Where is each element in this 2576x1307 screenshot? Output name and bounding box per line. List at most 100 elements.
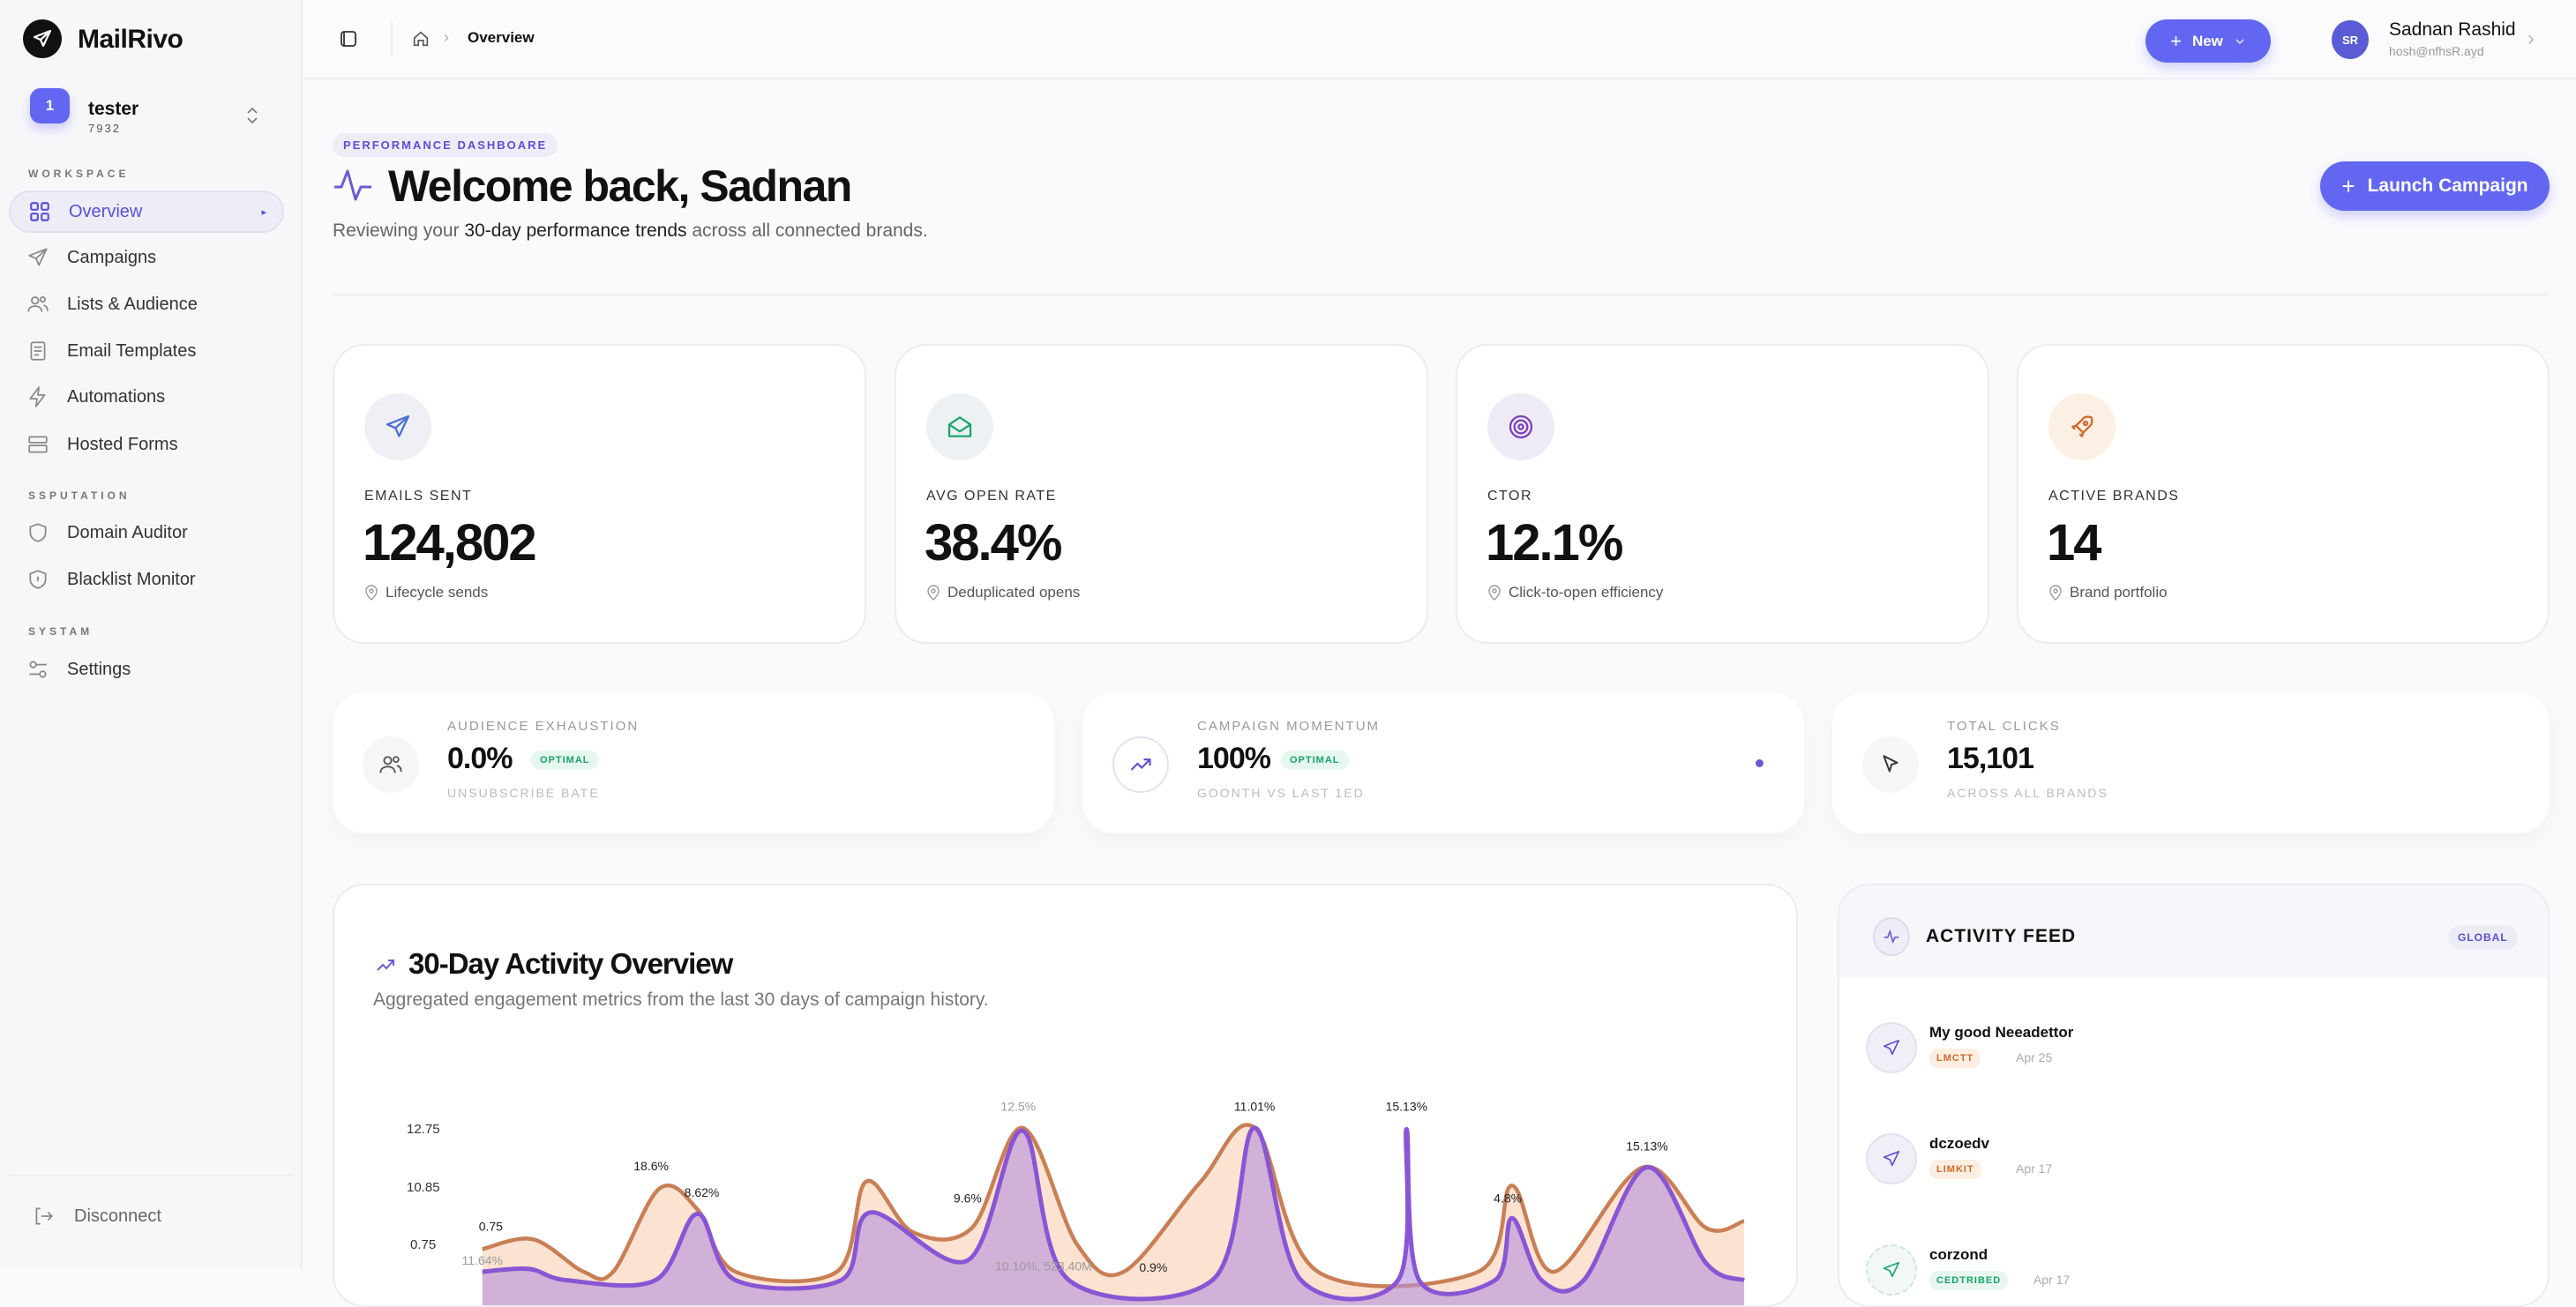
breadcrumb-current: Overview — [468, 29, 535, 46]
feed-item-title: dczoedv — [1929, 1135, 1990, 1152]
new-label: New — [2191, 32, 2223, 49]
home-icon[interactable] — [411, 29, 431, 49]
kpi-subtext: Deduplicated opens — [926, 584, 1080, 601]
kpi-card: AVG OPEN RATE 38.4% Deduplicated opens — [895, 344, 1428, 644]
metric-label: TOTAL CLICKS — [1947, 719, 2061, 734]
shield-icon — [26, 521, 49, 544]
pin-icon — [1487, 585, 1501, 601]
kpi-value: 12.1% — [1486, 514, 1623, 571]
divider — [333, 294, 2550, 295]
activity-pulse-icon — [333, 168, 373, 203]
data-label: 15.13% — [1626, 1139, 1667, 1153]
activity-feed-card: ACTIVITY FEED GLOBAL My good Neeadettor … — [1838, 884, 2550, 1307]
app-name: MailRivo — [78, 25, 183, 54]
feed-item[interactable]: corzond CEDTRIBED Apr 17 — [1866, 1244, 2519, 1305]
disconnect-label: Disconnect — [74, 1206, 161, 1226]
top-header: › Overview + New SR Sadnan Rashid hosh@n… — [303, 0, 2576, 79]
sidebar-item-email-templates[interactable]: Email Templates — [9, 330, 284, 372]
metric-value: 0.0% — [447, 742, 513, 775]
kpi-label: CTOR — [1487, 489, 1533, 504]
feed-item[interactable]: dczoedv LIMKIT Apr 17 — [1866, 1133, 2519, 1204]
sidebar-item-settings[interactable]: Settings — [9, 648, 284, 691]
send-icon — [364, 393, 431, 460]
plus-icon: + — [2170, 29, 2182, 52]
kpi-label: EMAILS SENT — [364, 489, 473, 504]
status-dot — [1756, 759, 1764, 767]
feed-header — [1839, 885, 2548, 978]
page-subtitle: Reviewing your 30-day performance trends… — [333, 220, 928, 242]
sidebar-item-label: Blacklist Monitor — [67, 569, 196, 589]
y-tick-label: 0.75 — [410, 1237, 437, 1252]
shield-icon — [26, 568, 49, 591]
divider — [391, 21, 393, 56]
workspace-avatar[interactable]: 1 — [30, 88, 70, 123]
send-icon — [1866, 1133, 1917, 1184]
launch-campaign-label: Launch Campaign — [2367, 176, 2528, 196]
activity-area-chart: 0.75 11.64% 18.6% 8.62% 9.6% 12.5% 10.10%, 523… — [462, 1100, 1746, 1305]
scope-badge[interactable]: GLOBAL — [2448, 925, 2518, 950]
sidebar-item-hosted-forms[interactable]: Hosted Forms — [9, 423, 284, 466]
subtitle-text: Reviewing your — [333, 220, 465, 241]
chevron-updown-icon[interactable] — [245, 106, 259, 125]
plus-icon: + — [2341, 172, 2355, 199]
series-line-0[interactable] — [482, 1123, 1745, 1288]
kpi-subtext: Brand portfolio — [2048, 584, 2168, 601]
pin-icon — [2048, 585, 2063, 601]
sidebar-item-overview[interactable]: Overview ▸ — [9, 190, 284, 233]
user-email: hosh@nfhsR.ayd — [2389, 44, 2484, 58]
new-button[interactable]: + New — [2145, 19, 2271, 63]
feed-item-title: corzond — [1929, 1246, 1988, 1263]
sidebar-toggle-icon[interactable] — [338, 28, 359, 49]
sidebar-item-lists-audience[interactable]: Lists & Audience — [9, 283, 284, 325]
disconnect-button[interactable]: Disconnect — [32, 1205, 161, 1228]
trending-up-icon — [1112, 736, 1169, 793]
sidebar-item-label: Domain Auditor — [67, 522, 188, 542]
kpi-sub-label: Deduplicated opens — [947, 584, 1081, 601]
kpi-subtext: Click-to-open efficiency — [1487, 584, 1663, 601]
metric-value: 100% — [1197, 742, 1271, 775]
metric-label: AUDIENCE EXHAUSTION — [447, 719, 640, 734]
feed-item-date: Apr 17 — [2033, 1273, 2071, 1287]
campaign-momentum-card: CAMPAIGN MOMENTUM 100% OPTIMAL GOONTH VS… — [1082, 692, 1804, 833]
sidebar-item-campaigns[interactable]: Campaigns — [9, 236, 284, 279]
caret-right-icon: ▸ — [261, 206, 266, 218]
data-label: 15.13% — [1386, 1100, 1427, 1114]
sidebar-item-label: Hosted Forms — [67, 434, 178, 454]
sidebar-item-automations[interactable]: Automations — [9, 376, 284, 418]
section-label-reputation: SSPUTATION — [28, 489, 131, 502]
data-label: 4.8% — [1494, 1191, 1522, 1206]
data-label: 11.01% — [1234, 1100, 1275, 1114]
y-tick-label: 10.85 — [407, 1180, 440, 1195]
launch-campaign-button[interactable]: + Launch Campaign — [2320, 161, 2550, 211]
section-label-workspace: WORKSPACE — [28, 168, 130, 180]
pin-icon — [926, 585, 940, 601]
sliders-icon — [26, 658, 49, 681]
feed-item[interactable]: My good Neeadettor LMCTT Apr 25 — [1866, 1022, 2519, 1093]
chevron-right-icon[interactable]: › — [2527, 26, 2535, 50]
total-clicks-card: TOTAL CLICKS 15,101 ACROSS ALL BRANDS — [1832, 692, 2550, 833]
feed-item-title: My good Neeadettor — [1929, 1024, 2074, 1041]
sidebar-item-label: Overview — [69, 201, 143, 221]
sidebar-item-label: Lists & Audience — [67, 294, 198, 314]
workspace-id: 7932 — [88, 122, 121, 135]
data-label: 12.5% — [1000, 1100, 1036, 1114]
feed-item-tag: LIMKIT — [1929, 1160, 1981, 1179]
logo-icon[interactable] — [23, 19, 62, 58]
subtitle-emphasis: 30-day performance trends — [464, 220, 687, 241]
send-icon — [1866, 1244, 1917, 1296]
workspace-name[interactable]: tester — [88, 99, 139, 119]
data-label: 10.10%, 523.40M — [995, 1258, 1092, 1273]
data-label: 0.9% — [1139, 1260, 1167, 1274]
user-name: Sadnan Rashid — [2389, 19, 2516, 40]
dashboard-badge: PERFORMANCE DASHBOARE — [333, 133, 558, 157]
divider — [9, 1175, 293, 1176]
kpi-value: 14 — [2047, 514, 2101, 571]
sidebar-item-blacklist-monitor[interactable]: Blacklist Monitor — [9, 558, 284, 601]
metric-note: UNSUBSCRIBE BATE — [447, 786, 600, 800]
chart-subtitle: Aggregated engagement metrics from the l… — [373, 990, 989, 1010]
target-icon — [1487, 393, 1554, 460]
user-avatar[interactable]: SR — [2332, 20, 2369, 59]
users-icon — [363, 736, 419, 793]
sidebar-item-domain-auditor[interactable]: Domain Auditor — [9, 512, 284, 554]
metric-label: CAMPAIGN MOMENTUM — [1197, 719, 1381, 734]
